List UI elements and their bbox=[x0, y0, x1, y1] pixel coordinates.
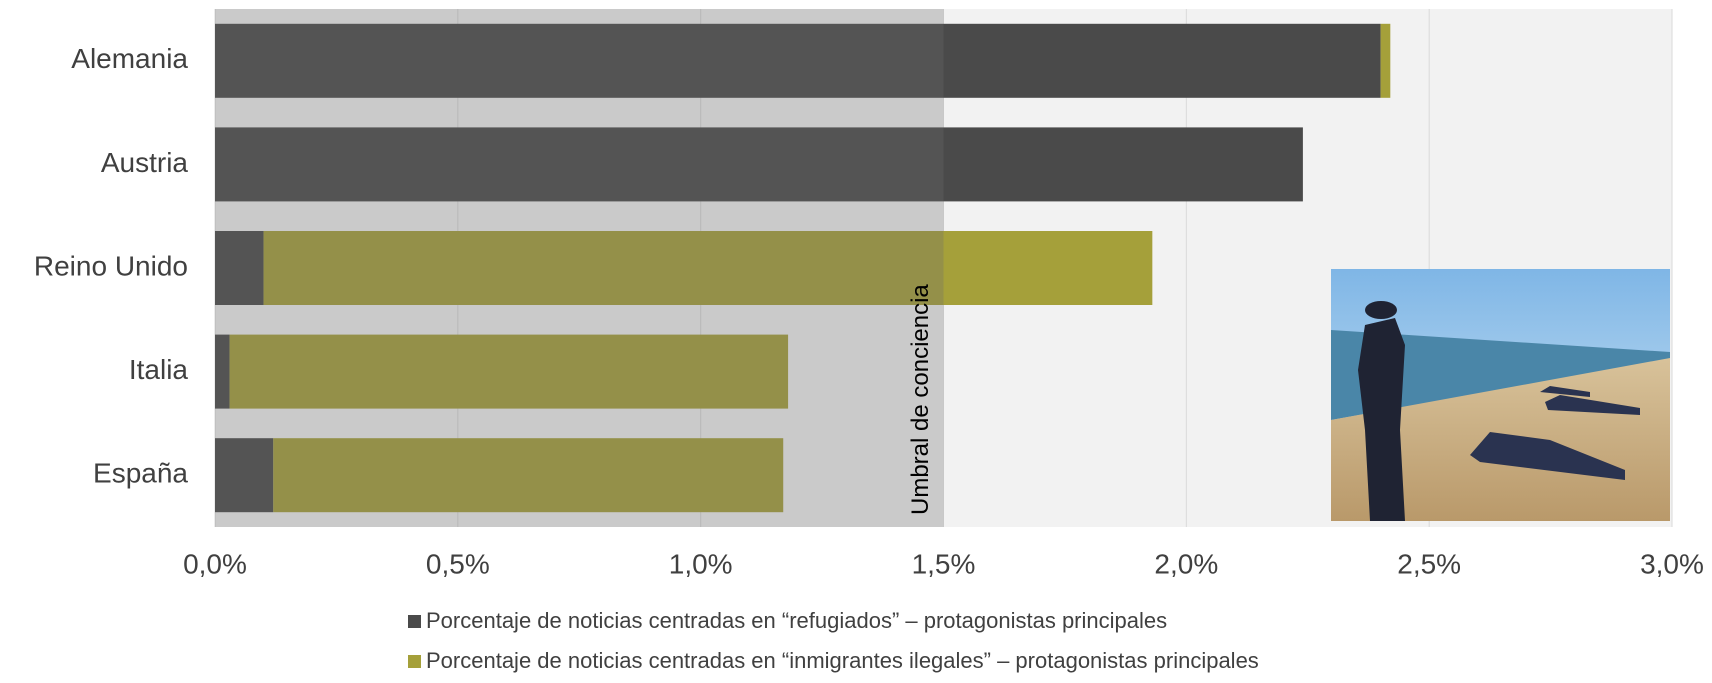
legend-label: Porcentaje de noticias centradas en “ref… bbox=[426, 608, 1167, 633]
legend-swatch bbox=[408, 655, 421, 668]
photo-cap bbox=[1365, 301, 1397, 319]
x-tick-label: 0,0% bbox=[183, 548, 247, 579]
x-tick-label: 1,0% bbox=[669, 548, 733, 579]
x-tick-label: 2,0% bbox=[1154, 548, 1218, 579]
x-tick-label: 2,5% bbox=[1397, 548, 1461, 579]
x-tick-label: 3,0% bbox=[1640, 548, 1704, 579]
threshold-region bbox=[215, 9, 944, 527]
chart: Umbral de conciencia 0,0% 0,5% 1,0% 1,5% 2,0… bbox=[0, 0, 1712, 683]
bar-segment bbox=[1381, 24, 1391, 98]
x-tick-label: 0,5% bbox=[426, 548, 490, 579]
threshold-label: Umbral de conciencia bbox=[907, 284, 934, 515]
photo bbox=[1331, 269, 1670, 521]
y-tick-label: España bbox=[93, 458, 188, 489]
legend-swatch bbox=[408, 615, 421, 628]
threshold-zone: Umbral de conciencia bbox=[215, 9, 944, 527]
y-tick-label: Alemania bbox=[71, 43, 188, 74]
y-tick-label: Italia bbox=[129, 354, 189, 385]
legend-label: Porcentaje de noticias centradas en “inm… bbox=[426, 648, 1259, 673]
x-tick-label: 1,5% bbox=[912, 548, 976, 579]
y-tick-label: Austria bbox=[101, 147, 189, 178]
y-tick-label: Reino Unido bbox=[34, 250, 188, 281]
legend: Porcentaje de noticias centradas en “ref… bbox=[408, 608, 1259, 673]
